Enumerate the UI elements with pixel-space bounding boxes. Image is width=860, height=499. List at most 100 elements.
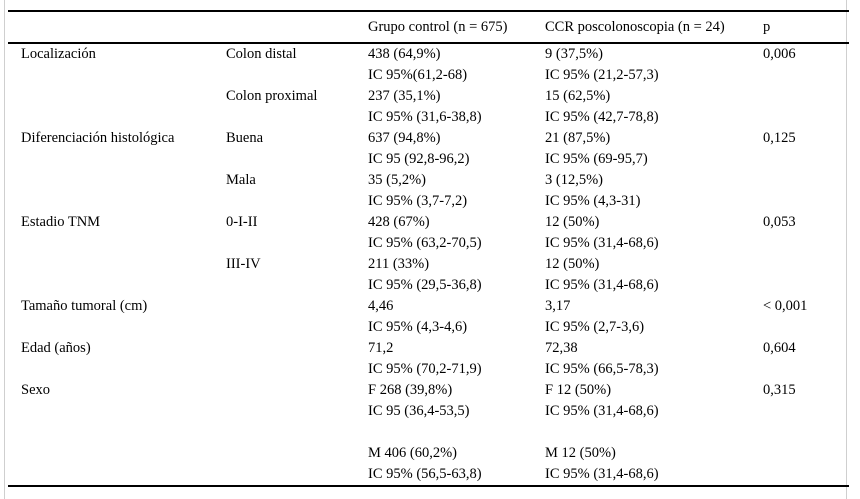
table-row: III-IV 211 (33%) IC 95% (29,5-36,8) 12 (…	[8, 254, 849, 296]
control-ci: IC 95 (92,8-96,2)	[368, 151, 470, 167]
ccr-value: 3 (12,5%)	[545, 172, 603, 188]
subcategory-cell	[226, 380, 368, 422]
ccr-value: F 12 (50%)	[545, 382, 612, 398]
category-cell	[8, 254, 226, 296]
ccr-value: 3,17	[545, 298, 571, 314]
ccr-ci: IC 95% (31,4-68,6)	[545, 235, 659, 251]
control-ci: IC 95%(61,2-68)	[368, 67, 468, 83]
category-cell: Edad (años)	[8, 338, 226, 380]
p-value: 0,604	[763, 340, 796, 356]
category-label: Diferenciación histológica	[21, 130, 175, 146]
ccr-ci: IC 95% (31,4-68,6)	[545, 277, 659, 293]
ccr-cell: 15 (62,5%) IC 95% (42,7-78,8)	[545, 86, 763, 128]
ccr-value: 72,38	[545, 340, 578, 356]
p-value-cell: 0,125	[763, 128, 849, 170]
ccr-cell: M 12 (50%) IC 95% (31,4-68,6)	[545, 443, 763, 486]
ccr-ci: IC 95% (31,4-68,6)	[545, 466, 659, 482]
subcategory-cell: Mala	[226, 170, 368, 212]
p-value-cell: 0,604	[763, 338, 849, 380]
control-value: F 268 (39,8%)	[368, 382, 453, 398]
ccr-ci: IC 95% (42,7-78,8)	[545, 109, 659, 125]
control-ci: IC 95% (63,2-70,5)	[368, 235, 482, 251]
ccr-ci: IC 95% (66,5-78,3)	[545, 361, 659, 377]
comparison-table: Grupo control (n = 675) CCR poscolonosco…	[8, 10, 849, 487]
ccr-ci: IC 95% (4,3-31)	[545, 193, 641, 209]
control-ci: IC 95% (3,7-7,2)	[368, 193, 468, 209]
table-row: M 406 (60,2%) IC 95% (56,5-63,8) M 12 (5…	[8, 443, 849, 486]
control-value: 438 (64,9%)	[368, 46, 441, 62]
p-value-cell	[763, 254, 849, 296]
p-value: 0,315	[763, 382, 796, 398]
ccr-cell: 3,17 IC 95% (2,7-3,6)	[545, 296, 763, 338]
category-label: Localización	[21, 46, 96, 62]
subcategory-cell: III-IV	[226, 254, 368, 296]
table-body: Localización Colon distal 438 (64,9%) IC…	[8, 43, 849, 486]
subcategory-label: Mala	[226, 172, 256, 188]
control-cell: 237 (35,1%) IC 95% (31,6-38,8)	[368, 86, 545, 128]
p-value-cell	[763, 86, 849, 128]
control-cell: 637 (94,8%) IC 95 (92,8-96,2)	[368, 128, 545, 170]
subcategory-cell: 0-I-II	[226, 212, 368, 254]
ccr-cell: 72,38 IC 95% (66,5-78,3)	[545, 338, 763, 380]
ccr-value: 12 (50%)	[545, 214, 600, 230]
control-value: 637 (94,8%)	[368, 130, 441, 146]
ccr-ci: IC 95% (31,4-68,6)	[545, 403, 659, 419]
subcategory-label: Colon proximal	[226, 88, 318, 104]
control-value: 428 (67%)	[368, 214, 430, 230]
category-label: Estadio TNM	[21, 214, 101, 230]
control-cell: 4,46 IC 95% (4,3-4,6)	[368, 296, 545, 338]
subcategory-label: Colon distal	[226, 46, 297, 62]
control-ci: IC 95% (4,3-4,6)	[368, 319, 468, 335]
ccr-value: 9 (37,5%)	[545, 46, 603, 62]
ccr-cell: 12 (50%) IC 95% (31,4-68,6)	[545, 254, 763, 296]
p-value: 0,125	[763, 130, 796, 146]
ccr-cell: 9 (37,5%) IC 95% (21,2-57,3)	[545, 43, 763, 86]
control-cell: 428 (67%) IC 95% (63,2-70,5)	[368, 212, 545, 254]
p-value: < 0,001	[763, 298, 808, 314]
subcategory-cell	[226, 443, 368, 486]
control-ci: IC 95 (36,4-53,5)	[368, 403, 470, 419]
ccr-value: 21 (87,5%)	[545, 130, 611, 146]
table-row: Edad (años) 71,2 IC 95% (70,2-71,9) 72,3…	[8, 338, 849, 380]
control-cell: 438 (64,9%) IC 95%(61,2-68)	[368, 43, 545, 86]
category-cell: Estadio TNM	[8, 212, 226, 254]
page-edge-left	[4, 0, 5, 499]
subcategory-label: 0-I-II	[226, 214, 258, 230]
subcategory-label: Buena	[226, 130, 264, 146]
category-label: Tamaño tumoral (cm)	[21, 298, 148, 314]
subcategory-cell	[226, 296, 368, 338]
header-row: Grupo control (n = 675) CCR poscolonosco…	[8, 11, 849, 44]
p-value: 0,053	[763, 214, 796, 230]
category-label: Sexo	[21, 382, 50, 398]
page-edge-right	[846, 0, 847, 499]
control-value: 71,2	[368, 340, 394, 356]
subcategory-cell: Colon proximal	[226, 86, 368, 128]
header-p-value: p	[763, 11, 849, 44]
ccr-cell: 21 (87,5%) IC 95% (69-95,7)	[545, 128, 763, 170]
table-row: Diferenciación histológica Buena 637 (94…	[8, 128, 849, 170]
header-ccr-group: CCR poscolonoscopia (n = 24)	[545, 11, 763, 44]
category-label: Edad (años)	[21, 340, 91, 356]
control-value: 35 (5,2%)	[368, 172, 426, 188]
spacer-row	[8, 422, 849, 443]
header-control-group: Grupo control (n = 675)	[368, 11, 545, 44]
subcategory-cell: Colon distal	[226, 43, 368, 86]
ccr-cell: 3 (12,5%) IC 95% (4,3-31)	[545, 170, 763, 212]
control-cell: 35 (5,2%) IC 95% (3,7-7,2)	[368, 170, 545, 212]
category-cell: Localización	[8, 43, 226, 86]
category-cell	[8, 443, 226, 486]
table-row: Colon proximal 237 (35,1%) IC 95% (31,6-…	[8, 86, 849, 128]
control-cell: 71,2 IC 95% (70,2-71,9)	[368, 338, 545, 380]
table-header: Grupo control (n = 675) CCR poscolonosco…	[8, 11, 849, 44]
table-row: Localización Colon distal 438 (64,9%) IC…	[8, 43, 849, 86]
header-category	[8, 11, 226, 44]
control-cell: 211 (33%) IC 95% (29,5-36,8)	[368, 254, 545, 296]
subcategory-cell: Buena	[226, 128, 368, 170]
p-value-cell: 0,006	[763, 43, 849, 86]
p-value: 0,006	[763, 46, 796, 62]
table-row: Mala 35 (5,2%) IC 95% (3,7-7,2) 3 (12,5%…	[8, 170, 849, 212]
control-value: M 406 (60,2%)	[368, 445, 458, 461]
table-row: Tamaño tumoral (cm) 4,46 IC 95% (4,3-4,6…	[8, 296, 849, 338]
ccr-cell: 12 (50%) IC 95% (31,4-68,6)	[545, 212, 763, 254]
p-value-cell: 0,315	[763, 380, 849, 422]
